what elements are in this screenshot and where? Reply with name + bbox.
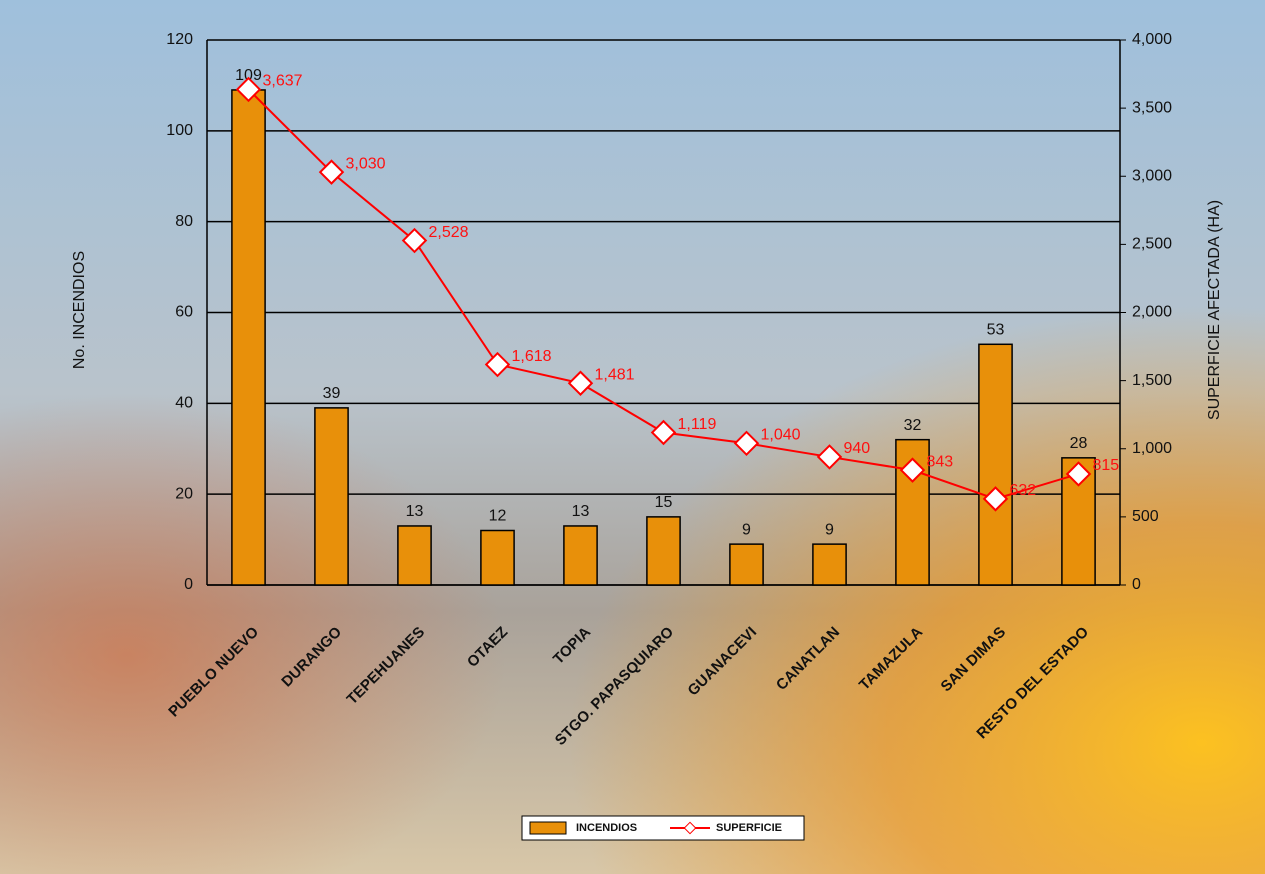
y-tick-label: 40 (175, 395, 193, 412)
data-label: 1,119 (678, 416, 717, 433)
line-marker (816, 444, 843, 470)
data-label: 1,040 (761, 427, 801, 444)
legend: INCENDIOS SUPERFICIE (521, 815, 805, 841)
data-label: 109 (235, 67, 262, 84)
y-tick-label: 100 (166, 122, 193, 139)
legend-swatch (683, 821, 697, 835)
y-tick-label: 0 (184, 576, 193, 593)
y2-tick-label: 3,000 (1132, 167, 1172, 184)
y2-axis-title: SUPERFICIE AFECTADA (HA) (1206, 200, 1223, 420)
bar (646, 516, 681, 586)
line-marker (318, 159, 345, 185)
y2-tick-label: 500 (1132, 508, 1159, 525)
line-marker (899, 457, 926, 483)
y-tick-label: 80 (175, 213, 193, 230)
data-label: 32 (904, 417, 922, 434)
line-marker (401, 227, 428, 254)
bar (563, 525, 598, 586)
y2-tick-label: 2,500 (1132, 236, 1172, 253)
bar (729, 543, 764, 586)
data-label: 3,637 (263, 73, 303, 90)
data-label: 3,030 (346, 155, 386, 172)
data-label: 632 (1010, 482, 1037, 499)
legend-label: SUPERFICIE (716, 822, 782, 834)
line-marker (650, 419, 677, 446)
y-tick-label: 120 (166, 31, 193, 48)
data-label: 28 (1070, 435, 1088, 452)
data-label: 9 (742, 521, 751, 538)
y-tick-label: 20 (175, 485, 193, 502)
y2-tick-label: 1,000 (1132, 440, 1172, 457)
y2-tick-label: 1,500 (1132, 372, 1172, 389)
data-label: 2,528 (429, 224, 469, 241)
y2-tick-label: 2,000 (1132, 304, 1172, 321)
data-label: 15 (655, 494, 673, 511)
line-marker (235, 76, 262, 103)
bar (314, 407, 349, 586)
data-label: 13 (406, 503, 424, 520)
data-label: 940 (844, 440, 871, 457)
legend-swatch (529, 821, 567, 835)
data-label: 815 (1093, 457, 1120, 474)
line-marker (484, 351, 511, 378)
data-label: 1,618 (512, 348, 552, 365)
line-marker (733, 430, 760, 457)
bar (231, 89, 266, 586)
legend-box (521, 815, 805, 841)
data-label: 12 (489, 508, 507, 525)
bar (812, 543, 847, 586)
data-label: 1,481 (595, 366, 635, 383)
legend-label: INCENDIOS (576, 822, 637, 834)
bar (480, 529, 515, 586)
line-marker (982, 486, 1009, 512)
line-marker (1065, 461, 1092, 487)
y-axis-title: No. INCENDIOS (71, 251, 88, 369)
line-marker (567, 370, 594, 396)
y2-tick-label: 0 (1132, 576, 1141, 593)
data-label: 843 (927, 453, 954, 470)
data-label: 53 (987, 322, 1005, 339)
data-label: 39 (323, 385, 341, 402)
data-label: 13 (572, 503, 590, 520)
bar (397, 525, 432, 586)
data-label: 9 (825, 521, 834, 538)
y-tick-label: 60 (175, 304, 193, 321)
y2-tick-label: 4,000 (1132, 31, 1172, 48)
bar (978, 343, 1013, 586)
y2-tick-label: 3,500 (1132, 99, 1172, 116)
